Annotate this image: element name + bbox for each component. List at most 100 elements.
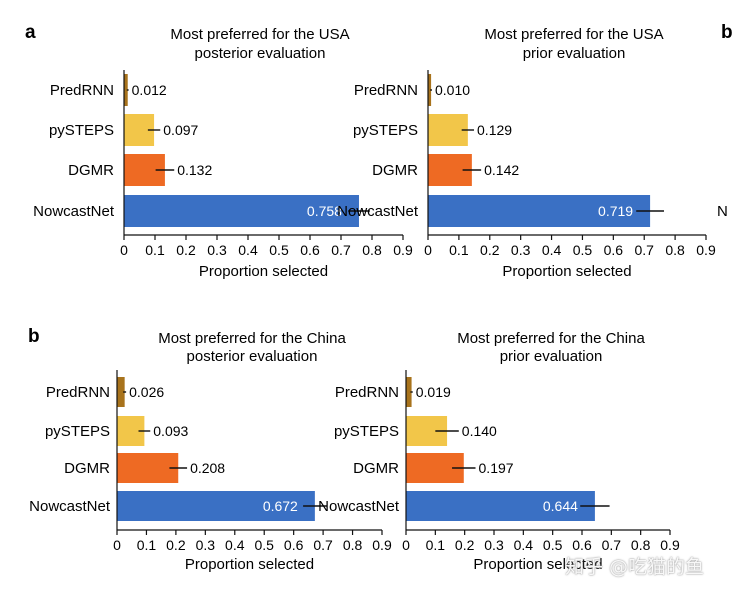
x-tick-label: 0.4 <box>514 537 534 553</box>
bar-nowcastnet <box>428 195 651 227</box>
x-tick-label: 0.9 <box>696 242 716 258</box>
charts-group: Most preferred for the USA posterior eval… <box>29 26 716 573</box>
x-tick-label: 0.2 <box>176 242 196 258</box>
chart-title-line: Most preferred for the USA <box>484 26 663 43</box>
x-tick-label: 0.1 <box>426 537 446 553</box>
data-label: 0.019 <box>416 384 451 400</box>
x-tick-label: 0.8 <box>343 537 363 553</box>
x-tick-label: 0.3 <box>196 537 216 553</box>
category-label: pySTEPS <box>353 122 418 139</box>
category-label: DGMR <box>68 162 114 179</box>
watermark-text: 知乎 @吃猫的鱼 <box>565 556 705 578</box>
x-tick-label: 0.3 <box>511 242 531 258</box>
x-tick-label: 0.2 <box>166 537 186 553</box>
x-tick-label: 0.7 <box>634 242 654 258</box>
category-label: pySTEPS <box>334 423 399 440</box>
x-axis-label: Proportion selected <box>199 263 328 280</box>
data-label: 0.140 <box>462 423 497 439</box>
data-label: 0.719 <box>598 203 633 219</box>
data-label: 0.672 <box>263 498 298 514</box>
x-tick-label: 0.4 <box>225 537 245 553</box>
chart-title-line: prior evaluation <box>500 348 603 365</box>
x-axis-label: Proportion selected <box>473 556 602 573</box>
x-tick-label: 0.6 <box>604 242 624 258</box>
bar-nowcastnet <box>124 195 359 227</box>
x-tick-label: 0.8 <box>631 537 651 553</box>
bar-pysteps <box>428 114 468 146</box>
x-tick-label: 0.3 <box>207 242 227 258</box>
data-label: 0.010 <box>435 82 470 98</box>
x-tick-label: 0.2 <box>455 537 475 553</box>
x-tick-label: 0.7 <box>331 242 351 258</box>
x-tick-label: 0.3 <box>484 537 504 553</box>
x-tick-label: 0.7 <box>602 537 622 553</box>
x-tick-label: 0.5 <box>543 537 563 553</box>
data-label: 0.644 <box>543 498 578 514</box>
chart-title-line: Most preferred for the USA <box>170 26 349 43</box>
chart-title-line: posterior evaluation <box>187 348 318 365</box>
chart-0: Most preferred for the USA posterior eval… <box>33 26 413 280</box>
panel-letter-b: b <box>28 326 40 347</box>
data-label: 0.026 <box>129 384 164 400</box>
panel-letter-a: a <box>25 22 36 43</box>
data-label: 0.208 <box>190 460 225 476</box>
category-label: NowcastNet <box>318 498 400 515</box>
x-tick-label: 0.7 <box>313 537 333 553</box>
x-tick-label: 0 <box>402 537 410 553</box>
x-tick-label: 0.1 <box>137 537 157 553</box>
category-label: pySTEPS <box>49 122 114 139</box>
bar-predrnn <box>124 74 128 106</box>
chart-title-line: prior evaluation <box>523 45 626 62</box>
x-tick-label: 0.9 <box>660 537 680 553</box>
x-tick-label: 0.8 <box>362 242 382 258</box>
bar-dgmr <box>117 453 179 483</box>
x-tick-label: 0.6 <box>572 537 592 553</box>
x-tick-label: 0.4 <box>238 242 258 258</box>
x-axis-label: Proportion selected <box>185 556 314 573</box>
category-label: PredRNN <box>335 384 399 401</box>
bar-predrnn <box>117 377 125 407</box>
category-label: DGMR <box>353 460 399 477</box>
bar-nowcastnet <box>406 491 595 521</box>
category-label: pySTEPS <box>45 423 110 440</box>
x-tick-label: 0.5 <box>269 242 289 258</box>
x-axis-label: Proportion selected <box>502 263 631 280</box>
data-label: 0.142 <box>484 162 519 178</box>
x-tick-label: 0.2 <box>480 242 500 258</box>
x-tick-label: 0.4 <box>542 242 562 258</box>
category-label: PredRNN <box>354 82 418 99</box>
data-label: 0.129 <box>477 122 512 138</box>
x-tick-label: 0 <box>113 537 121 553</box>
category-label: NowcastNet <box>29 498 111 515</box>
category-label: NowcastNet <box>337 203 419 220</box>
bar-predrnn <box>428 74 432 106</box>
data-label: 0.197 <box>479 460 514 476</box>
data-label: 0.012 <box>132 82 167 98</box>
chart-title-line: Most preferred for the China <box>158 330 346 347</box>
x-tick-label: 0 <box>120 242 128 258</box>
category-label: DGMR <box>64 460 110 477</box>
data-label: 0.097 <box>163 122 198 138</box>
x-tick-label: 0.5 <box>573 242 593 258</box>
category-label: DGMR <box>372 162 418 179</box>
x-tick-label: 0 <box>424 242 432 258</box>
data-label: 0.758 <box>307 203 342 219</box>
x-tick-label: 0.9 <box>393 242 413 258</box>
bar-predrnn <box>406 377 412 407</box>
x-tick-label: 0.9 <box>372 537 392 553</box>
data-label: 0.093 <box>153 423 188 439</box>
x-tick-label: 0.8 <box>665 242 685 258</box>
bar-nowcastnet <box>117 491 315 521</box>
x-tick-label: 0.1 <box>449 242 469 258</box>
x-tick-label: 0.1 <box>145 242 165 258</box>
chart-1: Most preferred for the USA prior evaluati… <box>337 26 716 280</box>
category-label: PredRNN <box>50 82 114 99</box>
chart-title-line: posterior evaluation <box>195 45 326 62</box>
data-label: 0.132 <box>177 162 212 178</box>
edge-panel-letter: b <box>721 22 733 43</box>
chart-title-line: Most preferred for the China <box>457 330 645 347</box>
x-tick-label: 0.5 <box>254 537 274 553</box>
